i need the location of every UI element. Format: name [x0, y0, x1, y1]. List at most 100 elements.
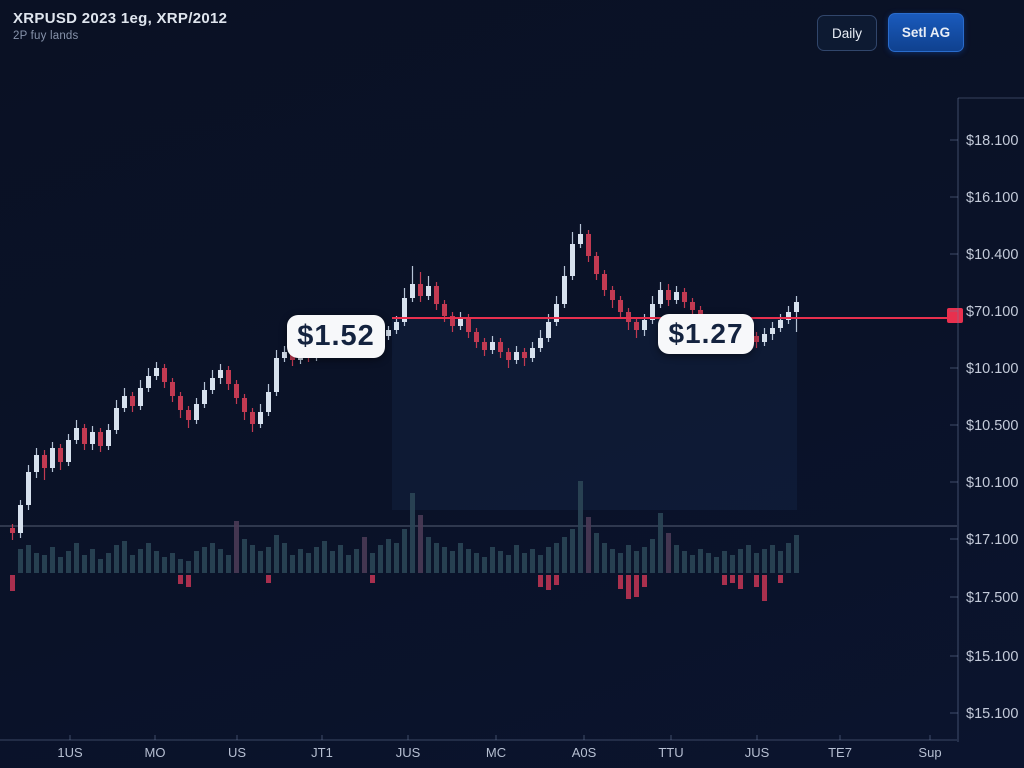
- volume-bar-up: [730, 555, 735, 573]
- volume-bar-up: [794, 535, 799, 573]
- volume-bar-down: [722, 575, 727, 585]
- candle-body-bear: [522, 352, 527, 358]
- volume-bar-up: [338, 545, 343, 573]
- volume-bar-down: [738, 575, 743, 589]
- volume-bar-up: [306, 553, 311, 573]
- candle-body-bull: [154, 368, 159, 376]
- volume-bar-up: [106, 553, 111, 573]
- time-tick-label: MO: [145, 745, 166, 760]
- volume-bar-down: [762, 575, 767, 601]
- candle-body-bull: [570, 244, 575, 276]
- candle-body-bear: [170, 382, 175, 396]
- candle-body-bull: [258, 412, 263, 424]
- candle-body-bull: [122, 396, 127, 408]
- volume-bar-up: [602, 543, 607, 573]
- price-tick-label: $15.100: [966, 706, 1018, 722]
- volume-bar-up: [618, 553, 623, 573]
- volume-bar-down: [730, 575, 735, 583]
- volume-bar-up: [202, 547, 207, 573]
- volume-bar-up: [778, 551, 783, 573]
- candle-body-bull: [18, 505, 23, 533]
- candle-body-bear: [178, 396, 183, 410]
- volume-bar-up: [154, 551, 159, 573]
- volume-bar-up: [234, 521, 239, 573]
- candle-body-bear: [690, 302, 695, 310]
- candle-body-bull: [402, 298, 407, 322]
- volume-bar-up: [594, 533, 599, 573]
- candle-body-bear: [82, 428, 87, 444]
- candle-body-bull: [218, 370, 223, 378]
- candle-body-bear: [682, 292, 687, 302]
- candle-body-bull: [762, 334, 767, 342]
- volume-bar-up: [394, 543, 399, 573]
- candle-body-bear: [482, 342, 487, 350]
- volume-bar-up: [290, 555, 295, 573]
- candle-body-bull: [114, 408, 119, 430]
- candle-body-bull: [458, 318, 463, 326]
- candle-body-bull: [50, 448, 55, 468]
- price-tick-label: $16.100: [966, 190, 1018, 206]
- volume-bar-up: [210, 543, 215, 573]
- volume-bar-up: [610, 549, 615, 573]
- candle-body-bear: [498, 342, 503, 352]
- candle-body-bull: [90, 432, 95, 444]
- volume-bar-up: [74, 543, 79, 573]
- volume-bar-up: [410, 493, 415, 573]
- candle-body-bull: [490, 342, 495, 350]
- volume-bar-up: [98, 559, 103, 573]
- volume-bar-up: [746, 545, 751, 573]
- volume-bar-up: [514, 545, 519, 573]
- candle-body-bear: [466, 318, 471, 332]
- candle-body-bull: [658, 290, 663, 304]
- price-tick-label: $10.500: [966, 418, 1018, 434]
- time-tick-label: JUS: [745, 745, 770, 760]
- volume-bar-up: [786, 543, 791, 573]
- volume-bar-up: [18, 549, 23, 573]
- volume-bar-up: [186, 561, 191, 573]
- volume-bar-up: [506, 555, 511, 573]
- entry-price-label: $1.52: [287, 315, 385, 358]
- volume-bar-up: [362, 537, 367, 573]
- price-marker: [947, 308, 963, 323]
- volume-bar-up: [762, 549, 767, 573]
- candle-body-bull: [426, 286, 431, 296]
- volume-bar-down: [538, 575, 543, 587]
- volume-bar-down: [618, 575, 623, 589]
- time-tick-label: TTU: [658, 745, 683, 760]
- volume-bar-up: [530, 549, 535, 573]
- volume-bar-up: [474, 553, 479, 573]
- volume-bar-up: [578, 481, 583, 573]
- candle-body-bear: [450, 316, 455, 326]
- volume-bar-up: [170, 553, 175, 573]
- price-tick-label: $10.100: [966, 361, 1018, 377]
- timeframe-button[interactable]: Daily: [817, 15, 877, 51]
- volume-bar-up: [562, 537, 567, 573]
- volume-bar-up: [570, 529, 575, 573]
- time-tick-label: A0S: [572, 745, 597, 760]
- time-tick-label: TE7: [828, 745, 852, 760]
- candle-body-bull: [274, 358, 279, 392]
- sell-button[interactable]: Setl AG: [888, 13, 964, 52]
- volume-bar-up: [178, 559, 183, 573]
- candle-body-bear: [250, 412, 255, 424]
- volume-bar-up: [66, 551, 71, 573]
- time-tick-label: Sup: [918, 745, 941, 760]
- volume-bar-down: [642, 575, 647, 587]
- candle-body-bull: [546, 322, 551, 338]
- volume-bar-up: [706, 553, 711, 573]
- volume-bar-up: [498, 551, 503, 573]
- candle-body-bear: [666, 290, 671, 300]
- volume-bar-up: [58, 557, 63, 573]
- volume-bar-up: [138, 549, 143, 573]
- volume-bar-up: [642, 547, 647, 573]
- volume-bar-up: [522, 553, 527, 573]
- candle-body-bear: [10, 528, 15, 533]
- price-tick-label: $70.100: [966, 304, 1018, 320]
- volume-bar-up: [266, 547, 271, 573]
- candle-body-bear: [506, 352, 511, 360]
- volume-bar-down: [546, 575, 551, 590]
- volume-bar-up: [90, 549, 95, 573]
- current-price-label: $1.27: [658, 314, 754, 354]
- volume-bar-up: [682, 551, 687, 573]
